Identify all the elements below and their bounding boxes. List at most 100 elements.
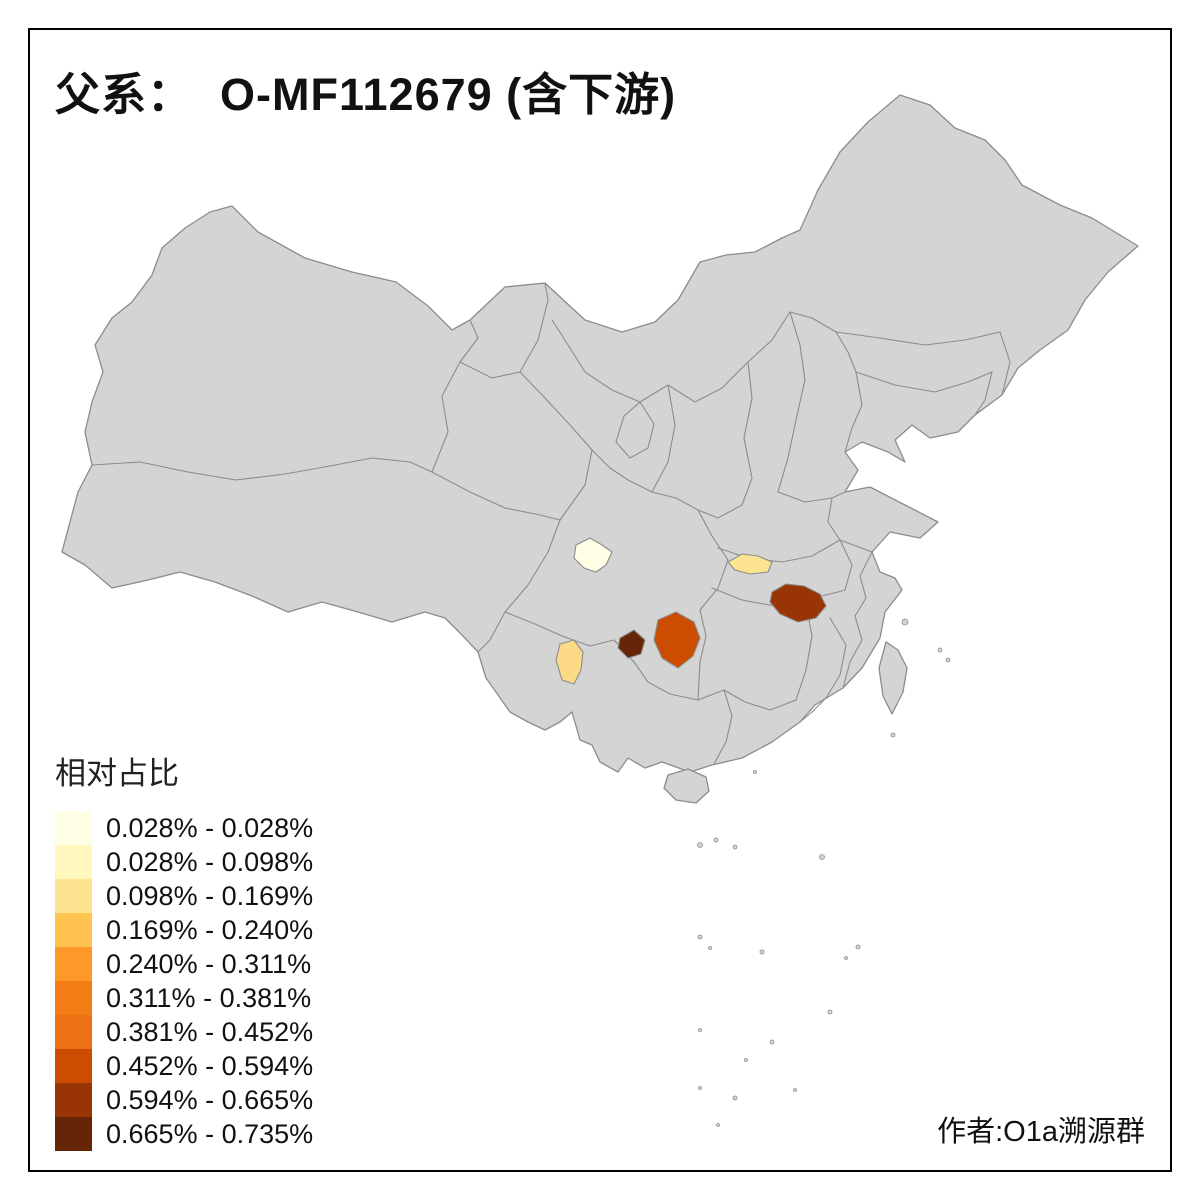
legend-swatch xyxy=(55,1117,92,1151)
province-border xyxy=(519,371,593,521)
legend-swatch xyxy=(55,981,92,1015)
province-border xyxy=(697,509,729,611)
island-speck xyxy=(698,1028,702,1032)
legend-label: 0.665% - 0.735% xyxy=(106,1118,314,1149)
province-border xyxy=(615,401,655,459)
legend-item: 0.311% - 0.381% xyxy=(55,981,313,1015)
province-borders xyxy=(91,282,1011,765)
island-speck xyxy=(855,944,861,950)
province-border xyxy=(777,491,846,503)
province-border xyxy=(431,471,561,521)
legend-label: 0.381% - 0.452% xyxy=(106,1016,314,1047)
legend-swatch xyxy=(55,913,92,947)
legend-swatch xyxy=(55,1049,92,1083)
legend-item: 0.098% - 0.169% xyxy=(55,879,313,913)
legend-label: 0.028% - 0.028% xyxy=(106,812,314,843)
province-border xyxy=(91,457,433,481)
legend-swatch xyxy=(55,947,92,981)
island-speck xyxy=(844,956,848,960)
province-border xyxy=(999,331,1011,396)
island-speck xyxy=(753,770,757,774)
province-border xyxy=(713,689,733,765)
legend-item: 0.594% - 0.665% xyxy=(55,1083,313,1117)
legend-swatch xyxy=(55,845,92,879)
province-border xyxy=(613,639,725,701)
province-border xyxy=(697,609,707,701)
island-speck xyxy=(827,1009,833,1015)
province-border xyxy=(717,539,841,563)
province-border xyxy=(835,331,863,453)
legend-swatch xyxy=(55,811,92,845)
legend-label: 0.594% - 0.665% xyxy=(106,1084,314,1115)
legend-swatch xyxy=(55,1015,92,1049)
island-speck xyxy=(708,946,712,950)
legend-label: 0.028% - 0.098% xyxy=(106,846,314,877)
province-border xyxy=(591,449,743,519)
legend-item: 0.028% - 0.028% xyxy=(55,811,313,845)
province-border xyxy=(723,689,797,711)
province-border xyxy=(855,371,993,393)
island-taiwan xyxy=(878,641,908,715)
island-speck xyxy=(945,657,951,663)
province-border xyxy=(777,311,806,493)
choropleth-region-6 xyxy=(555,639,584,685)
island-speck xyxy=(890,732,896,738)
choropleth-region-4 xyxy=(653,611,701,669)
china-mainland xyxy=(61,94,1139,773)
island-speck xyxy=(937,647,943,653)
legend-label: 0.098% - 0.169% xyxy=(106,880,314,911)
province-border xyxy=(854,551,873,641)
province-border xyxy=(651,384,676,493)
province-border xyxy=(825,617,847,699)
sea-islands xyxy=(697,618,951,1127)
china-map xyxy=(61,94,1139,1127)
province-border xyxy=(741,361,753,506)
province-border xyxy=(837,539,853,593)
legend-item: 0.169% - 0.240% xyxy=(55,913,313,947)
choropleth-region-5 xyxy=(617,629,646,659)
province-border xyxy=(835,331,1001,346)
choropleth-region-3 xyxy=(769,583,827,623)
legend-item: 0.665% - 0.735% xyxy=(55,1117,313,1151)
legend-swatch xyxy=(55,1083,92,1117)
legend-item: 0.028% - 0.098% xyxy=(55,845,313,879)
author-credit: 作者:O1a溯源群 xyxy=(937,1116,1145,1148)
province-border xyxy=(477,519,561,653)
island-speck xyxy=(716,1123,720,1127)
island-speck xyxy=(901,618,909,626)
island-speck xyxy=(759,949,765,955)
province-border xyxy=(459,282,549,379)
legend: 相对占比 0.028% - 0.028% 0.028% - 0.098% 0.0… xyxy=(55,748,313,1151)
island-speck xyxy=(819,854,825,860)
legend-label: 0.452% - 0.594% xyxy=(106,1050,314,1081)
island-speck xyxy=(697,842,703,848)
legend-label: 0.311% - 0.381% xyxy=(106,982,312,1013)
province-border xyxy=(827,497,873,553)
province-border xyxy=(431,319,479,473)
legend-title: 相对占比 xyxy=(55,756,179,791)
province-border xyxy=(842,639,863,689)
island-speck xyxy=(769,1039,775,1045)
legend-label: 0.169% - 0.240% xyxy=(106,914,314,945)
legend-label: 0.240% - 0.311% xyxy=(106,948,312,979)
island-speck xyxy=(697,934,703,940)
island-speck xyxy=(744,1058,748,1062)
page-title: 父系： O-MF112679 (含下游) xyxy=(55,69,677,120)
choropleth-regions xyxy=(555,537,827,685)
legend-item: 0.240% - 0.311% xyxy=(55,947,313,981)
province-border xyxy=(799,697,827,723)
island-speck xyxy=(732,1095,738,1101)
province-border xyxy=(504,611,615,647)
province-border xyxy=(974,371,993,416)
island-speck xyxy=(713,837,719,843)
island-speck xyxy=(698,1086,702,1090)
choropleth-region-2 xyxy=(727,553,773,575)
legend-swatch xyxy=(55,879,92,913)
island-hainan xyxy=(663,768,710,804)
legend-item: 0.452% - 0.594% xyxy=(55,1049,313,1083)
choropleth-region-1 xyxy=(573,537,613,573)
legend-item: 0.381% - 0.452% xyxy=(55,1015,313,1049)
island-speck xyxy=(793,1088,797,1092)
